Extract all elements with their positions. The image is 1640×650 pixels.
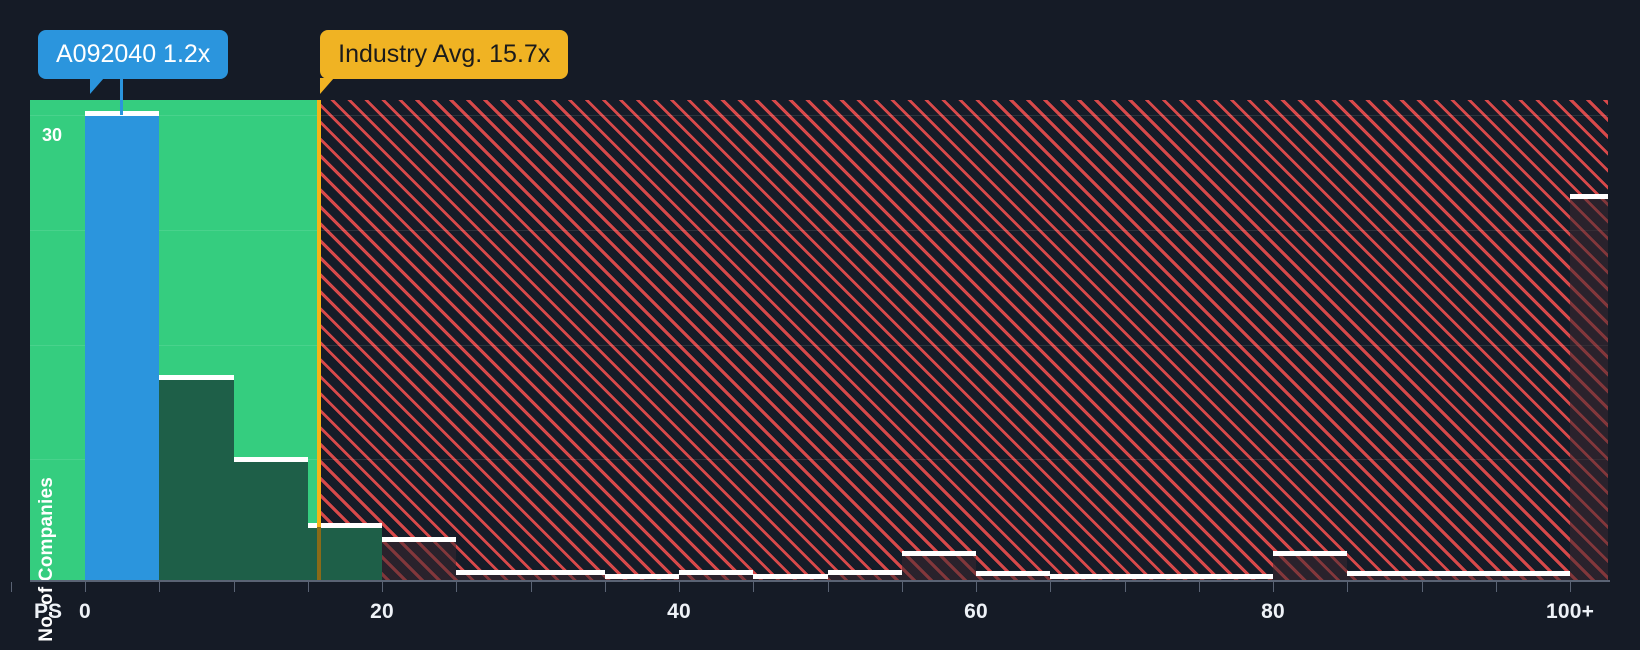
bar-cap [1124,574,1199,580]
bar[interactable] [1273,551,1348,580]
y-tick-label-30: 30 [42,125,63,146]
bar[interactable] [1421,571,1496,580]
company-marker-line [119,78,123,116]
x-tick [604,582,606,592]
bar[interactable] [1050,574,1125,580]
industry-average-line [317,100,322,528]
plot-area [30,100,1608,580]
x-tick [901,582,903,592]
x-tick [1273,582,1274,592]
bar-cap [1273,551,1348,557]
x-tick [85,582,86,592]
bar[interactable] [382,537,457,580]
bar-cap [307,523,382,529]
industry-callout-badge[interactable]: Industry Avg. 15.7x [320,30,569,94]
gridline [30,459,1608,461]
bar-cap [159,374,234,380]
bar-highlight-company[interactable] [85,111,160,580]
x-tick [233,582,235,592]
bar-cap [1050,574,1125,580]
x-tick [1347,582,1349,592]
x-tick [1050,582,1052,592]
x-tick [10,582,12,592]
bar-cap [827,569,902,575]
x-tick-label: 100+ [1545,600,1595,623]
x-tick [976,582,977,592]
x-tick-label: 80 [1261,600,1285,623]
x-tick [159,582,161,592]
bar-cap [679,569,754,575]
industry-callout-text: Industry Avg. 15.7x [338,40,551,68]
bar-cap [1198,574,1273,580]
x-axis-prefix-label: PS [34,600,63,623]
bar-cap [1495,571,1570,577]
gridline [30,115,1608,117]
bar-cap [1347,571,1422,577]
gridline [30,230,1608,232]
bar[interactable] [679,569,754,580]
bar[interactable] [1347,571,1422,580]
x-tick-label: 60 [964,600,988,623]
bar-cap [1421,571,1496,577]
bar[interactable] [753,574,828,580]
bar-cap [530,569,605,575]
bar[interactable] [976,571,1051,580]
x-tick [1421,582,1423,592]
x-tick [827,582,829,592]
x-tick-label: 40 [667,600,691,623]
x-axis-line [30,580,1610,582]
bar-cap [901,551,976,557]
bar[interactable] [604,573,679,580]
x-tick [530,582,532,592]
bar[interactable] [827,569,902,580]
industry-average-line-lower [317,527,322,580]
callout-tail-icon [90,77,104,94]
x-tick-label: 0 [79,600,91,623]
x-tick [382,582,383,592]
x-tick [679,582,680,592]
bar-cap [456,569,531,575]
callout-tail-icon [320,77,335,94]
bar-cap [233,456,308,462]
x-tick-label: 20 [370,600,394,623]
overvalued-zone [318,100,1608,580]
company-callout-text: A092040 1.2x [56,40,211,68]
bar-cap [604,573,679,579]
bar[interactable] [159,374,234,580]
gridline [30,344,1608,346]
bar[interactable] [1495,571,1570,580]
x-tick [753,582,755,592]
x-tick [1495,582,1497,592]
bar-cap [753,574,828,580]
bar[interactable] [530,569,605,580]
x-tick [1198,582,1200,592]
x-tick [456,582,458,592]
bar[interactable] [1570,193,1608,580]
bar[interactable] [456,569,531,580]
bar-cap [382,537,457,543]
bar-cap [1570,193,1608,199]
bar-cap [976,571,1051,577]
company-callout-badge[interactable]: A092040 1.2x [38,30,229,94]
bar[interactable] [1198,574,1273,580]
x-tick [1124,582,1126,592]
bar[interactable] [901,551,976,580]
x-tick [307,582,309,592]
x-tick [1570,582,1571,592]
bar[interactable] [233,456,308,580]
bar[interactable] [1124,574,1199,580]
